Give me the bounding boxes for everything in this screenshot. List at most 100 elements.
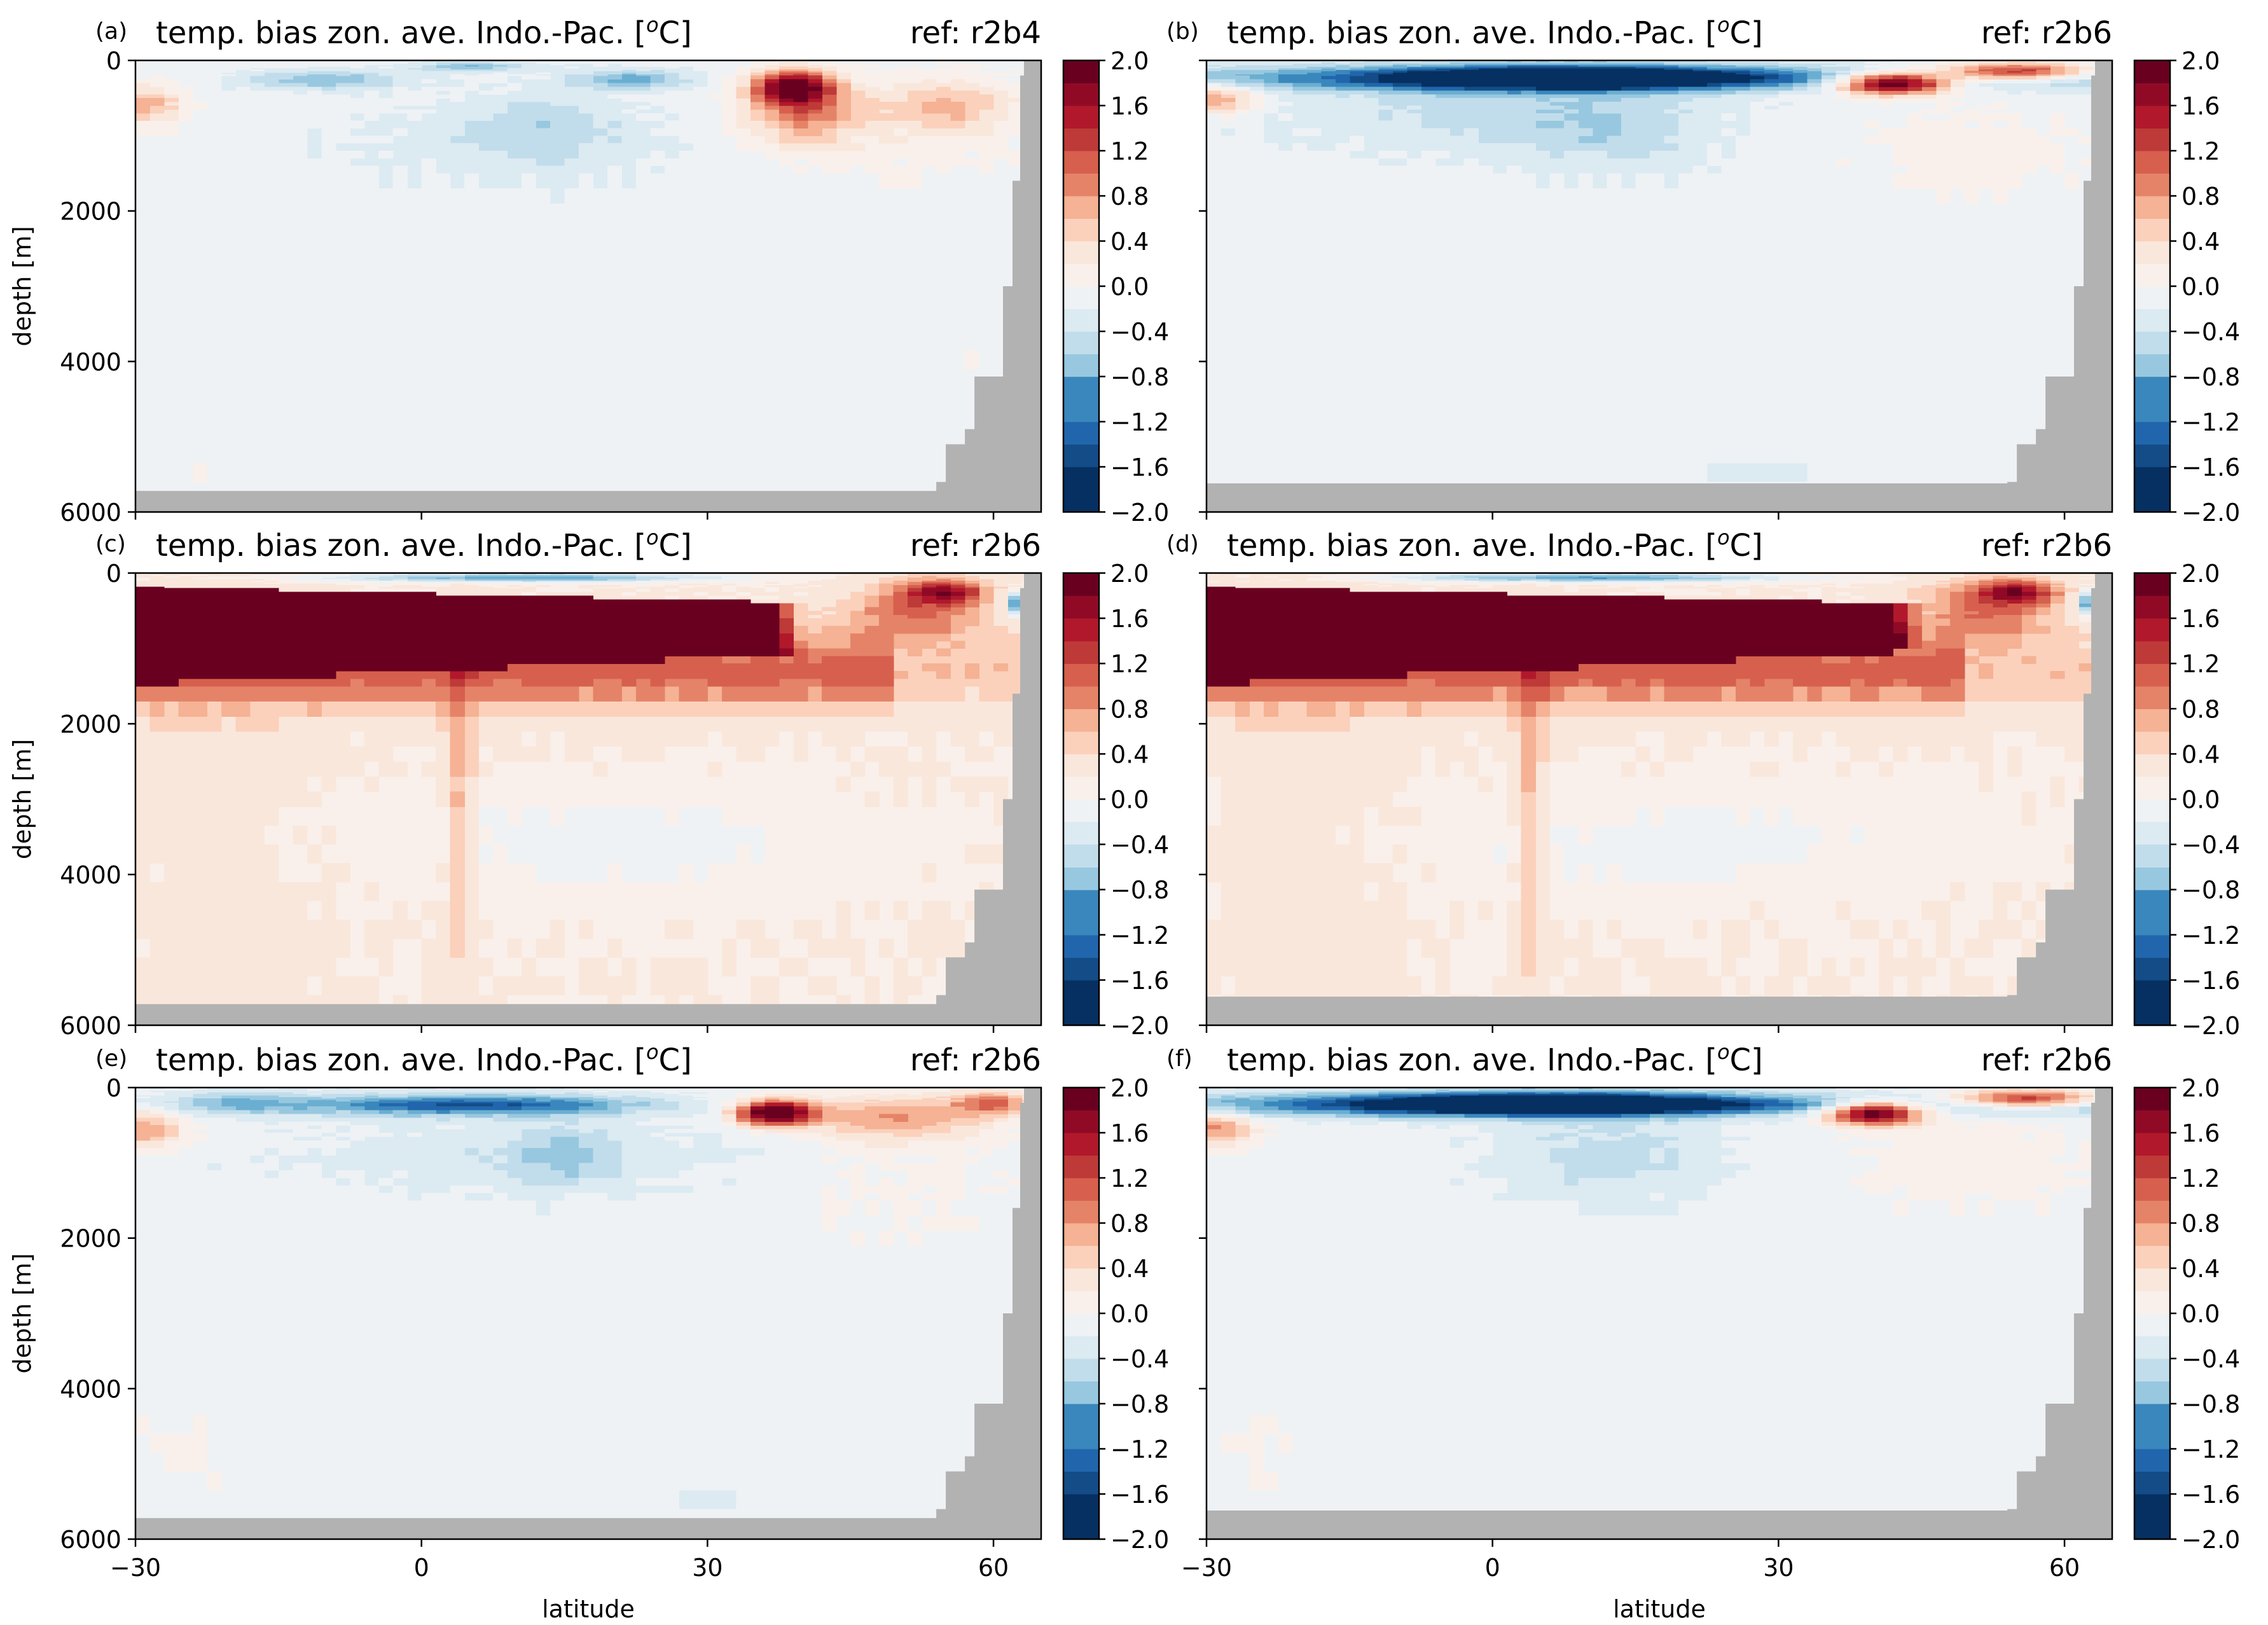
panel-title-main: temp. bias zon. ave. Indo.-Pac. [ [1227, 1042, 1717, 1078]
colorbar-swatch [1063, 1516, 1099, 1540]
colorbar-swatch [2134, 1155, 2170, 1179]
colorbar-swatch [1063, 1110, 1099, 1133]
heatmap-color-band [135, 586, 951, 687]
colorbar-swatch [2134, 444, 2170, 467]
panel-title-unit-sup: o [1717, 13, 1730, 37]
heatmap-color-band [464, 65, 651, 84]
heatmap-color-band [278, 573, 1042, 883]
panel-title-unit-sup: o [1717, 1040, 1730, 1064]
panel-title-main: temp. bias zon. ave. Indo.-Pac. [ [1227, 528, 1717, 564]
colorbar-swatch [2134, 128, 2170, 151]
colorbar-tick-label: 0.4 [2182, 228, 2220, 256]
panel-label: (c) [95, 531, 126, 557]
colorbar-tick-label: 1.6 [2182, 605, 2220, 633]
colorbar-tick-label: −2.0 [1110, 499, 1169, 527]
colorbar-swatch [1063, 173, 1099, 197]
y-tick-label: 0 [106, 47, 121, 75]
colorbar-tick-label: 1.2 [2182, 137, 2220, 165]
colorbar-swatch [2134, 286, 2170, 310]
colorbar-swatch [1063, 1381, 1099, 1404]
colorbar-tick-label: 0.4 [2182, 1255, 2220, 1283]
colorbar-swatch [2134, 1110, 2170, 1133]
colorbar-swatch [2134, 106, 2170, 129]
colorbar-tick-label: 0.8 [1110, 1210, 1149, 1238]
heatmap-color-band [750, 1106, 794, 1118]
colorbar-tick-label: −1.6 [2182, 453, 2240, 481]
panel-d: (d) temp. bias zon. ave. Indo.-Pac. [oC] r… [1166, 525, 2240, 1040]
axes-frame [134, 59, 1042, 513]
colorbar-swatch [1063, 844, 1099, 868]
colorbar [2134, 60, 2170, 513]
colorbar-swatch [2134, 331, 2170, 355]
colorbar-swatch [1063, 1200, 1099, 1224]
heatmap-color-band [1278, 65, 1808, 95]
panel-label: (b) [1166, 18, 1199, 45]
heatmap-color-band [249, 62, 694, 167]
heatmap-color-band [1850, 65, 2051, 95]
panel-title-unit: C] [659, 15, 692, 51]
heatmap-color-band [1349, 573, 2113, 883]
colorbar-swatch [1063, 422, 1099, 445]
colorbar-swatch [1063, 241, 1099, 265]
colorbar-tick-label: 2.0 [1110, 1074, 1149, 1102]
colorbar-swatch [2134, 822, 2170, 845]
colorbar-swatch [2134, 731, 2170, 754]
axes-frame [1205, 572, 2113, 1027]
x-tick-label: −30 [1181, 1554, 1232, 1582]
panel-ref: ref: r2b6 [910, 1042, 1041, 1078]
heatmap-color-band [1864, 1110, 1879, 1118]
colorbar-swatch [1063, 709, 1099, 732]
colorbar-swatch [1063, 128, 1099, 151]
colorbar-tick-label: −0.8 [1110, 1390, 1169, 1418]
colorbar-tick-label: 0.4 [1110, 228, 1149, 256]
colorbar-tick-label: −2.0 [2182, 499, 2240, 527]
colorbar-swatch [2134, 1200, 2170, 1224]
colorbar-swatch [1063, 489, 1099, 513]
colorbar-swatch [2134, 776, 2170, 800]
colorbar-swatch [2134, 1449, 2170, 1472]
colorbar-tick-label: −1.2 [2182, 1435, 2240, 1463]
colorbar-swatch [2134, 1516, 2170, 1540]
colorbar-tick-label: −1.2 [1110, 1435, 1169, 1463]
colorbar-swatch [2134, 640, 2170, 664]
panel-e: 0 2000 4000 6000−30 0 30 60 depth [m] latitude (e… [8, 1040, 1169, 1623]
colorbar-tick-label: −0.4 [2182, 831, 2240, 859]
colorbar-swatch [1063, 640, 1099, 664]
colorbar-swatch [1063, 1223, 1099, 1247]
panel-title-unit-sup: o [1717, 525, 1730, 550]
colorbar-swatch [1063, 331, 1099, 355]
colorbar-swatch [1063, 663, 1099, 687]
panel-title-unit-sup: o [646, 525, 659, 550]
panel-a: 0 2000 4000 6000 depth [m] (a) temp. bias zon.… [8, 13, 1169, 527]
heatmap-color-band [1521, 585, 2036, 679]
colorbar-swatch [1063, 912, 1099, 936]
colorbar-swatch [2134, 399, 2170, 422]
y-tick-label: 0 [106, 560, 121, 588]
colorbar-swatch [2134, 377, 2170, 400]
colorbar-tick-label: 0.0 [2182, 1300, 2220, 1328]
colorbar [1063, 60, 1099, 513]
heatmap-color-band [135, 60, 1042, 513]
colorbar-swatch [1063, 686, 1099, 709]
colorbar-swatch [2134, 1381, 2170, 1404]
colorbar-swatch [1063, 308, 1099, 332]
heatmap-color-band [1207, 1088, 2113, 1216]
colorbar [1063, 573, 1099, 1026]
heatmap-color-band [135, 573, 1042, 1026]
colorbar-swatch [2134, 1268, 2170, 1292]
colorbar-swatch [2134, 1313, 2170, 1337]
colorbar-swatch [1063, 889, 1099, 913]
colorbar-swatch [2134, 1088, 2170, 1111]
colorbar-swatch [2134, 1426, 2170, 1449]
x-tick-label: 60 [2049, 1554, 2080, 1582]
colorbar-swatch [1063, 1494, 1099, 1518]
axes-frame [1205, 1086, 2113, 1540]
y-tick-label: 6000 [60, 1012, 121, 1040]
land-mask [135, 1088, 1041, 1539]
heatmap-color-band [1207, 60, 2113, 483]
colorbar-swatch [2134, 1494, 2170, 1518]
colorbar-tick-label: −1.6 [2182, 967, 2240, 995]
colorbar-swatch [1063, 1155, 1099, 1179]
colorbar-swatch [2134, 173, 2170, 197]
colorbar-swatch [1063, 799, 1099, 822]
